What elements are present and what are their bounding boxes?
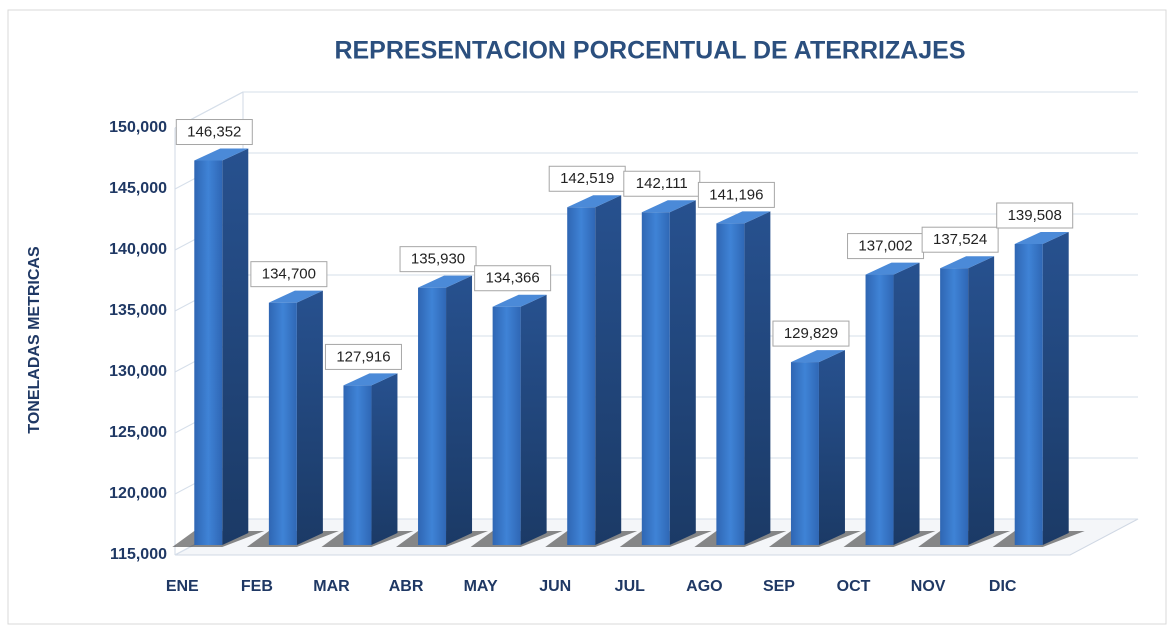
bar	[790, 362, 819, 545]
bar-side	[595, 195, 622, 546]
bar-side	[669, 200, 696, 546]
value-label: 142,519	[560, 170, 614, 187]
y-axis-label: TONELADAS METRICAS	[26, 246, 43, 434]
bar-top	[1014, 232, 1069, 245]
bar	[940, 268, 969, 545]
value-label: 142,111	[636, 175, 688, 192]
value-label: 139,508	[1008, 207, 1062, 224]
bar-top	[567, 195, 622, 208]
x-tick-label: JUN	[539, 578, 571, 595]
y-tick-label: 125,000	[109, 424, 167, 441]
bar	[418, 287, 447, 545]
y-tick-label: 120,000	[109, 485, 167, 502]
bar-top	[641, 200, 696, 213]
x-tick-label: MAY	[464, 578, 498, 595]
y-tick-label: 130,000	[109, 363, 167, 380]
value-label-box	[250, 261, 328, 288]
x-tick-label: DIC	[989, 578, 1017, 595]
x-tick-label: ENE	[166, 578, 199, 595]
x-tick-label: OCT	[837, 578, 871, 595]
x-tick-label: FEB	[241, 578, 273, 595]
bar-top	[492, 294, 547, 307]
value-label-box	[697, 181, 775, 208]
bar	[716, 223, 745, 545]
value-label-box	[399, 246, 477, 273]
value-label: 134,366	[486, 270, 540, 287]
x-tick-label: AGO	[686, 578, 722, 595]
value-label: 127,916	[336, 348, 390, 365]
bar-side	[818, 350, 845, 545]
y-tick-label: 140,000	[109, 241, 167, 258]
value-label-box	[548, 165, 626, 192]
bar	[268, 302, 297, 545]
chart-frame	[7, 9, 1167, 625]
bar	[194, 160, 223, 545]
value-label-box	[772, 320, 850, 347]
bar-side	[520, 294, 547, 545]
bar	[1014, 244, 1043, 546]
x-tick-label: JUL	[615, 578, 645, 595]
y-tick-label: 135,000	[109, 302, 167, 319]
bar-top	[865, 262, 920, 275]
y-tick-label: 145,000	[109, 180, 167, 197]
value-label: 137,002	[858, 238, 912, 255]
bar-side	[1042, 232, 1069, 546]
value-label-box	[175, 119, 253, 146]
value-label-box	[921, 226, 999, 253]
bar	[343, 385, 372, 545]
bar-side	[296, 290, 323, 545]
value-label: 137,524	[933, 231, 987, 248]
value-label: 135,930	[411, 251, 465, 268]
bar-side	[446, 275, 473, 545]
bar	[492, 306, 521, 545]
value-label-box	[474, 265, 552, 292]
grid-line	[174, 91, 1138, 129]
bar-top	[790, 350, 845, 363]
bar-side	[744, 211, 771, 545]
value-label-box	[847, 233, 925, 260]
bar-top	[343, 373, 398, 386]
y-tick-label: 115,000	[110, 546, 167, 563]
bar-side	[222, 148, 249, 545]
x-tick-label: NOV	[911, 578, 946, 595]
bar-top	[940, 256, 995, 269]
bar-top	[716, 211, 771, 224]
x-tick-label: SEP	[763, 578, 795, 595]
bar	[567, 207, 596, 546]
x-tick-label: ABR	[389, 578, 424, 595]
value-label-box	[996, 202, 1074, 229]
y-tick-label: 150,000	[109, 119, 167, 136]
bar-side	[371, 373, 398, 545]
value-label: 141,196	[709, 186, 763, 203]
value-label-box	[324, 343, 402, 370]
chart-title: REPRESENTACION PORCENTUAL DE ATERRIZAJES	[334, 37, 965, 65]
x-tick-label: MAR	[313, 578, 350, 595]
bar	[865, 274, 894, 545]
bar-side	[893, 262, 920, 545]
bar-top	[194, 148, 249, 161]
value-label-box	[623, 170, 701, 197]
bar	[641, 212, 670, 546]
bar-top	[268, 290, 323, 303]
value-label: 134,700	[262, 266, 316, 283]
value-label: 146,352	[187, 123, 241, 140]
bar-top	[418, 275, 473, 288]
bar-side	[968, 256, 995, 545]
value-label: 129,829	[784, 325, 838, 342]
